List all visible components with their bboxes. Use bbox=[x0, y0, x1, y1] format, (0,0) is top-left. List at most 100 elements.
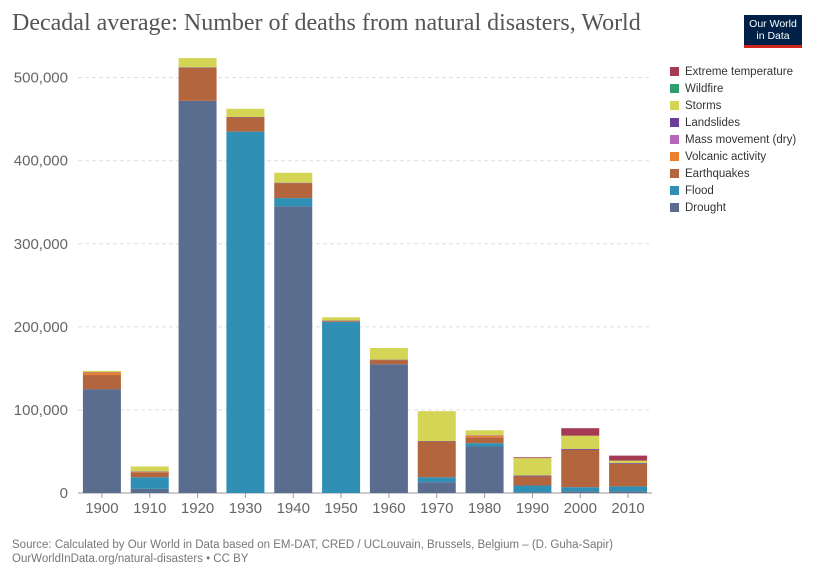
bar-segment-drought-1990[interactable] bbox=[513, 492, 552, 493]
bar-stack-1950[interactable] bbox=[322, 317, 361, 493]
legend-item-storms[interactable]: Storms bbox=[670, 97, 796, 114]
bar-segment-drought-2010[interactable] bbox=[609, 491, 648, 493]
bar-segment-flood-1940[interactable] bbox=[274, 198, 313, 207]
bar-segment-volcanic-activity-1980[interactable] bbox=[465, 435, 504, 438]
legend-label: Earthquakes bbox=[685, 167, 750, 180]
bar-stack-2000[interactable] bbox=[561, 428, 600, 493]
bar-segment-storms-1930[interactable] bbox=[226, 108, 265, 118]
bar-segment-flood-1930[interactable] bbox=[226, 131, 265, 493]
legend-label: Wildfire bbox=[685, 82, 724, 95]
legend-swatch bbox=[670, 203, 679, 212]
bar-segment-storms-1980[interactable] bbox=[465, 430, 504, 436]
bar-segment-storms-1960[interactable] bbox=[369, 348, 408, 360]
bar-segment-landslides-2000[interactable] bbox=[561, 448, 600, 450]
bar-segment-storms-1900[interactable] bbox=[82, 370, 121, 373]
x-tick-label: 2000 bbox=[564, 500, 597, 517]
bar-segment-earthquakes-1980[interactable] bbox=[465, 437, 504, 444]
bar-segment-flood-1910[interactable] bbox=[130, 477, 169, 489]
bar-segment-earthquakes-2010[interactable] bbox=[609, 463, 648, 487]
bar-stack-1910[interactable] bbox=[130, 466, 169, 493]
legend-item-earthquakes[interactable]: Earthquakes bbox=[670, 165, 796, 182]
x-tick-label: 1910 bbox=[133, 500, 166, 517]
y-tick-label: 300,000 bbox=[14, 236, 68, 253]
y-axis-ticks: 0 100,000 200,000 300,000 400,000 500,000 bbox=[14, 70, 68, 502]
bar-segment-drought-1980[interactable] bbox=[465, 446, 504, 493]
bar-segment-storms-1940[interactable] bbox=[274, 172, 313, 183]
bar-segment-drought-1940[interactable] bbox=[274, 206, 313, 493]
bar-segment-drought-1970[interactable] bbox=[417, 482, 456, 493]
bar-segment-extreme-temperature-2010[interactable] bbox=[609, 455, 648, 461]
x-tick-label: 1990 bbox=[516, 500, 549, 517]
bar-segment-earthquakes-2000[interactable] bbox=[561, 449, 600, 488]
legend-label: Extreme temperature bbox=[685, 65, 794, 78]
bar-segment-drought-1960[interactable] bbox=[369, 364, 408, 493]
bar-segment-earthquakes-1910[interactable] bbox=[130, 472, 169, 478]
legend-item-drought[interactable]: Drought bbox=[670, 199, 796, 216]
logo-line-1: Our World bbox=[749, 18, 797, 30]
legend-swatch bbox=[670, 101, 679, 110]
x-tick-label: 1980 bbox=[468, 500, 501, 517]
bar-segment-earthquakes-1990[interactable] bbox=[513, 476, 552, 486]
bar-segment-extreme-temperature-1990[interactable] bbox=[513, 457, 552, 459]
legend-item-wildfire[interactable]: Wildfire bbox=[670, 80, 796, 97]
bar-segment-storms-1990[interactable] bbox=[513, 458, 552, 476]
bar-segment-volcanic-activity-1900[interactable] bbox=[82, 372, 121, 376]
legend-item-mass-movement-dry[interactable]: Mass movement (dry) bbox=[670, 131, 796, 148]
legend-swatch bbox=[670, 186, 679, 195]
legend-label: Mass movement (dry) bbox=[685, 133, 797, 146]
x-tick-label: 2010 bbox=[611, 500, 644, 517]
bar-segment-earthquakes-1930[interactable] bbox=[226, 117, 265, 132]
bar-segment-drought-1920[interactable] bbox=[178, 100, 217, 493]
bar-segment-earthquakes-1900[interactable] bbox=[82, 375, 121, 390]
bar-segment-landslides-1990[interactable] bbox=[513, 475, 552, 477]
legend-item-extreme-temperature[interactable]: Extreme temperature bbox=[670, 63, 796, 80]
x-tick-label: 1940 bbox=[277, 500, 310, 517]
bar-segment-flood-1990[interactable] bbox=[513, 485, 552, 493]
owid-logo[interactable]: Our World in Data bbox=[744, 15, 802, 48]
logo-line-2: in Data bbox=[756, 30, 790, 42]
bar-segment-storms-1970[interactable] bbox=[417, 411, 456, 442]
bar-segment-storms-1950[interactable] bbox=[322, 317, 361, 321]
bar-segment-earthquakes-1940[interactable] bbox=[274, 183, 313, 199]
bar-segment-earthquakes-1960[interactable] bbox=[369, 360, 408, 365]
gridlines bbox=[78, 77, 652, 494]
y-tick-label: 0 bbox=[60, 485, 68, 502]
bar-stack-1960[interactable] bbox=[369, 348, 408, 493]
bar-stack-2010[interactable] bbox=[609, 455, 648, 493]
legend-label: Flood bbox=[685, 184, 714, 197]
bar-stack-1930[interactable] bbox=[226, 108, 265, 493]
source-line-2[interactable]: OurWorldInData.org/natural-disasters • C… bbox=[12, 553, 249, 565]
bar-stack-1980[interactable] bbox=[465, 430, 504, 493]
bar-segment-storms-1920[interactable] bbox=[178, 58, 217, 68]
legend-item-volcanic-activity[interactable]: Volcanic activity bbox=[670, 148, 796, 165]
x-tick-label: 1930 bbox=[229, 500, 262, 517]
bar-segment-drought-1900[interactable] bbox=[82, 389, 121, 493]
bar-segment-flood-2000[interactable] bbox=[561, 487, 600, 492]
legend-swatch bbox=[670, 118, 679, 127]
legend-swatch bbox=[670, 169, 679, 178]
x-tick-label: 1950 bbox=[324, 500, 357, 517]
bar-segment-storms-1910[interactable] bbox=[130, 466, 169, 472]
bar-stack-1990[interactable] bbox=[513, 457, 552, 493]
legend-swatch bbox=[670, 67, 679, 76]
bar-segment-drought-1910[interactable] bbox=[130, 488, 169, 493]
bar-stack-1940[interactable] bbox=[274, 172, 313, 493]
bar-segment-flood-1950[interactable] bbox=[322, 321, 361, 493]
bar-segment-landslides-2010[interactable] bbox=[609, 463, 648, 464]
bar-segment-earthquakes-1970[interactable] bbox=[417, 441, 456, 478]
bar-stack-1920[interactable] bbox=[178, 58, 217, 493]
bar-segment-drought-2000[interactable] bbox=[561, 491, 600, 493]
bar-segment-earthquakes-1950[interactable] bbox=[322, 321, 361, 322]
bar-segment-flood-1980[interactable] bbox=[465, 443, 504, 447]
bar-segment-storms-2010[interactable] bbox=[609, 460, 648, 464]
x-axis-ticks: 1900 1910 1920 1930 1940 1950 1960 1970 1980 1990… bbox=[85, 493, 645, 517]
bar-segment-extreme-temperature-2000[interactable] bbox=[561, 428, 600, 436]
legend-item-flood[interactable]: Flood bbox=[670, 182, 796, 199]
bar-segment-storms-2000[interactable] bbox=[561, 435, 600, 449]
bar-segment-earthquakes-1920[interactable] bbox=[178, 67, 217, 101]
bar-stack-1970[interactable] bbox=[417, 411, 456, 493]
legend-item-landslides[interactable]: Landslides bbox=[670, 114, 796, 131]
bar-segment-flood-1970[interactable] bbox=[417, 477, 456, 483]
bar-stack-1900[interactable] bbox=[82, 370, 121, 493]
bar-segment-flood-2010[interactable] bbox=[609, 486, 648, 492]
